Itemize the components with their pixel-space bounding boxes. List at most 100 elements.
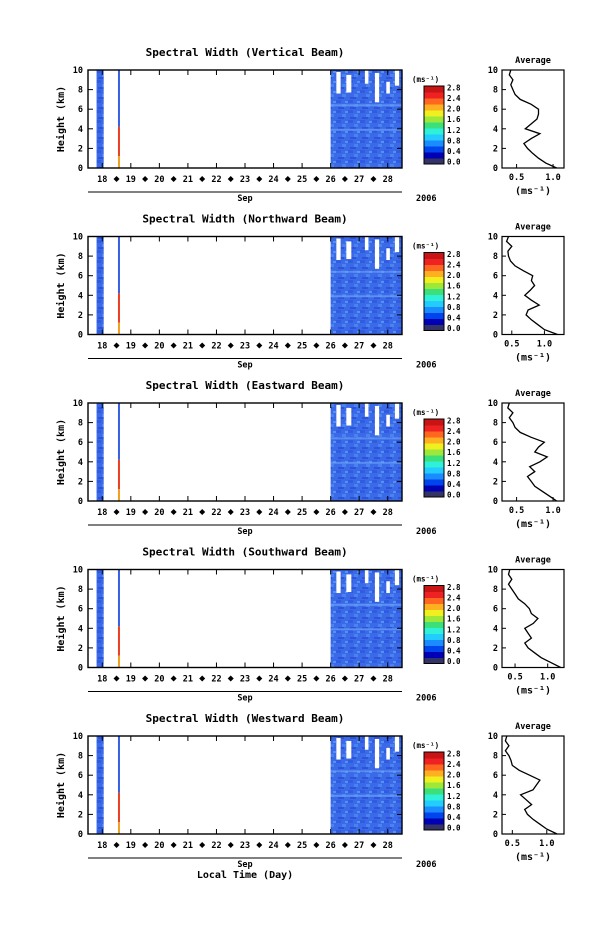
minor-tick-marker xyxy=(313,342,320,349)
colorbar-segment xyxy=(424,425,444,432)
colorbar-segment xyxy=(424,431,444,438)
data-block-sep26-28 xyxy=(330,236,402,335)
minor-tick-marker xyxy=(142,675,149,682)
panel-1: Spectral Width (Northward Beam)0246810He… xyxy=(55,213,565,371)
colorbar-segment xyxy=(424,597,444,604)
colorbar-tick-label: 2.8 xyxy=(447,583,461,592)
y-tick-label: 4 xyxy=(78,791,83,801)
minor-tick-marker xyxy=(113,176,120,182)
colorbar-tick-label: 1.2 xyxy=(447,292,461,301)
colorbar-tick-label: 1.6 xyxy=(447,282,461,291)
minor-tick-marker xyxy=(227,509,234,515)
x-tick-label: 18 xyxy=(97,508,107,518)
data-streak xyxy=(330,437,402,440)
missing-data-gap xyxy=(374,738,380,769)
average-profile-line xyxy=(507,569,561,669)
average-x-tick-label: 1.0 xyxy=(540,673,555,683)
average-y-tick-label: 0 xyxy=(493,664,498,674)
colorbar-tick-label: 0.8 xyxy=(447,802,461,811)
data-streak xyxy=(330,628,402,631)
colorbar-segment xyxy=(424,449,444,456)
average-y-tick-label: 4 xyxy=(493,125,498,135)
data-streak xyxy=(330,270,402,273)
y-axis-label: Height (km) xyxy=(55,585,67,651)
colorbar-tick-label: 1.6 xyxy=(447,115,461,124)
x-tick-label: 21 xyxy=(183,841,193,851)
x-tick-label: 28 xyxy=(383,675,393,685)
average-y-tick-label: 2 xyxy=(493,477,498,487)
panel-2: Spectral Width (Eastward Beam)0246810Hei… xyxy=(55,379,565,537)
x-tick-label: 26 xyxy=(326,675,336,685)
y-tick-label: 10 xyxy=(73,233,83,243)
average-y-tick-label: 8 xyxy=(493,419,498,429)
data-block-sep18 xyxy=(96,403,104,501)
colorbar-tick-label: 2.4 xyxy=(447,760,461,769)
data-column-sep19-lower xyxy=(117,626,120,656)
average-y-tick-label: 2 xyxy=(493,311,498,321)
colorbar-segment xyxy=(424,276,444,283)
x-tick-label: 23 xyxy=(240,841,250,851)
colorbar-tick-label: 1.2 xyxy=(447,792,461,801)
x-tick-label: 20 xyxy=(154,342,164,352)
x-tick-label: 21 xyxy=(183,675,193,685)
data-column-sep19-lower xyxy=(117,459,120,490)
colorbar-tick-label: 0.0 xyxy=(447,491,461,500)
x-tick-label: 25 xyxy=(297,342,307,352)
data-streak xyxy=(330,461,402,464)
minor-tick-marker xyxy=(256,509,263,515)
colorbar-segment xyxy=(424,98,444,105)
minor-tick-marker xyxy=(170,675,177,682)
x-tick-label: 24 xyxy=(268,342,278,352)
colorbar-frame xyxy=(423,252,445,331)
missing-data-gap xyxy=(386,581,390,594)
minor-tick-marker xyxy=(256,176,263,182)
minor-tick-marker xyxy=(284,675,291,682)
y-tick-label: 8 xyxy=(78,86,83,96)
data-column-sep19-lower xyxy=(117,293,120,323)
average-x-tick-label: 0.5 xyxy=(509,506,524,516)
y-tick-label: 2 xyxy=(78,644,83,654)
missing-data-gap xyxy=(364,236,369,251)
colorbar-tick-label: 2.4 xyxy=(447,94,461,103)
data-column-sep19-lower xyxy=(117,126,120,157)
panel-title: Spectral Width (Southward Beam) xyxy=(142,546,347,559)
x-tick-label: 24 xyxy=(268,675,278,685)
colorbar-segment xyxy=(424,485,444,492)
x-tick-label: 28 xyxy=(383,508,393,518)
y-tick-label: 4 xyxy=(78,291,83,301)
missing-data-gap xyxy=(374,405,380,436)
y-tick-label: 8 xyxy=(78,252,83,262)
colorbar-tick-label: 0.0 xyxy=(447,657,461,666)
average-y-tick-label: 8 xyxy=(493,86,498,96)
average-y-tick-label: 4 xyxy=(493,458,498,468)
y-tick-label: 6 xyxy=(78,605,83,615)
minor-tick-marker xyxy=(341,342,348,349)
missing-data-gap xyxy=(336,737,341,760)
data-column-sep19-upper xyxy=(117,736,120,793)
colorbar-segment xyxy=(424,603,444,610)
missing-data-gap xyxy=(346,74,352,93)
missing-data-gap xyxy=(374,572,380,602)
y-tick-label: 2 xyxy=(78,311,83,321)
average-x-tick-label: 0.5 xyxy=(509,173,524,183)
x-tick-label: 23 xyxy=(240,175,250,185)
minor-tick-marker xyxy=(113,675,120,682)
average-title: Average xyxy=(515,556,551,566)
colorbar-segment xyxy=(424,491,444,498)
panel-title: Spectral Width (Northward Beam) xyxy=(142,213,347,226)
colorbar-segment xyxy=(424,812,444,819)
x-tick-label: 27 xyxy=(354,508,364,518)
minor-tick-marker xyxy=(284,509,291,515)
missing-data-gap xyxy=(374,239,380,269)
data-block-sep26-28 xyxy=(330,70,402,168)
y-tick-label: 6 xyxy=(78,771,83,781)
minor-tick-marker xyxy=(370,342,377,349)
colorbar-segment xyxy=(424,467,444,474)
year-label: 2006 xyxy=(416,361,436,371)
colorbar-tick-label: 0.0 xyxy=(447,824,461,833)
minor-tick-marker xyxy=(313,675,320,682)
year-label: 2006 xyxy=(416,860,436,870)
colorbar-tick-label: 1.6 xyxy=(447,615,461,624)
colorbar-segment xyxy=(424,651,444,658)
minor-tick-marker xyxy=(199,842,206,848)
